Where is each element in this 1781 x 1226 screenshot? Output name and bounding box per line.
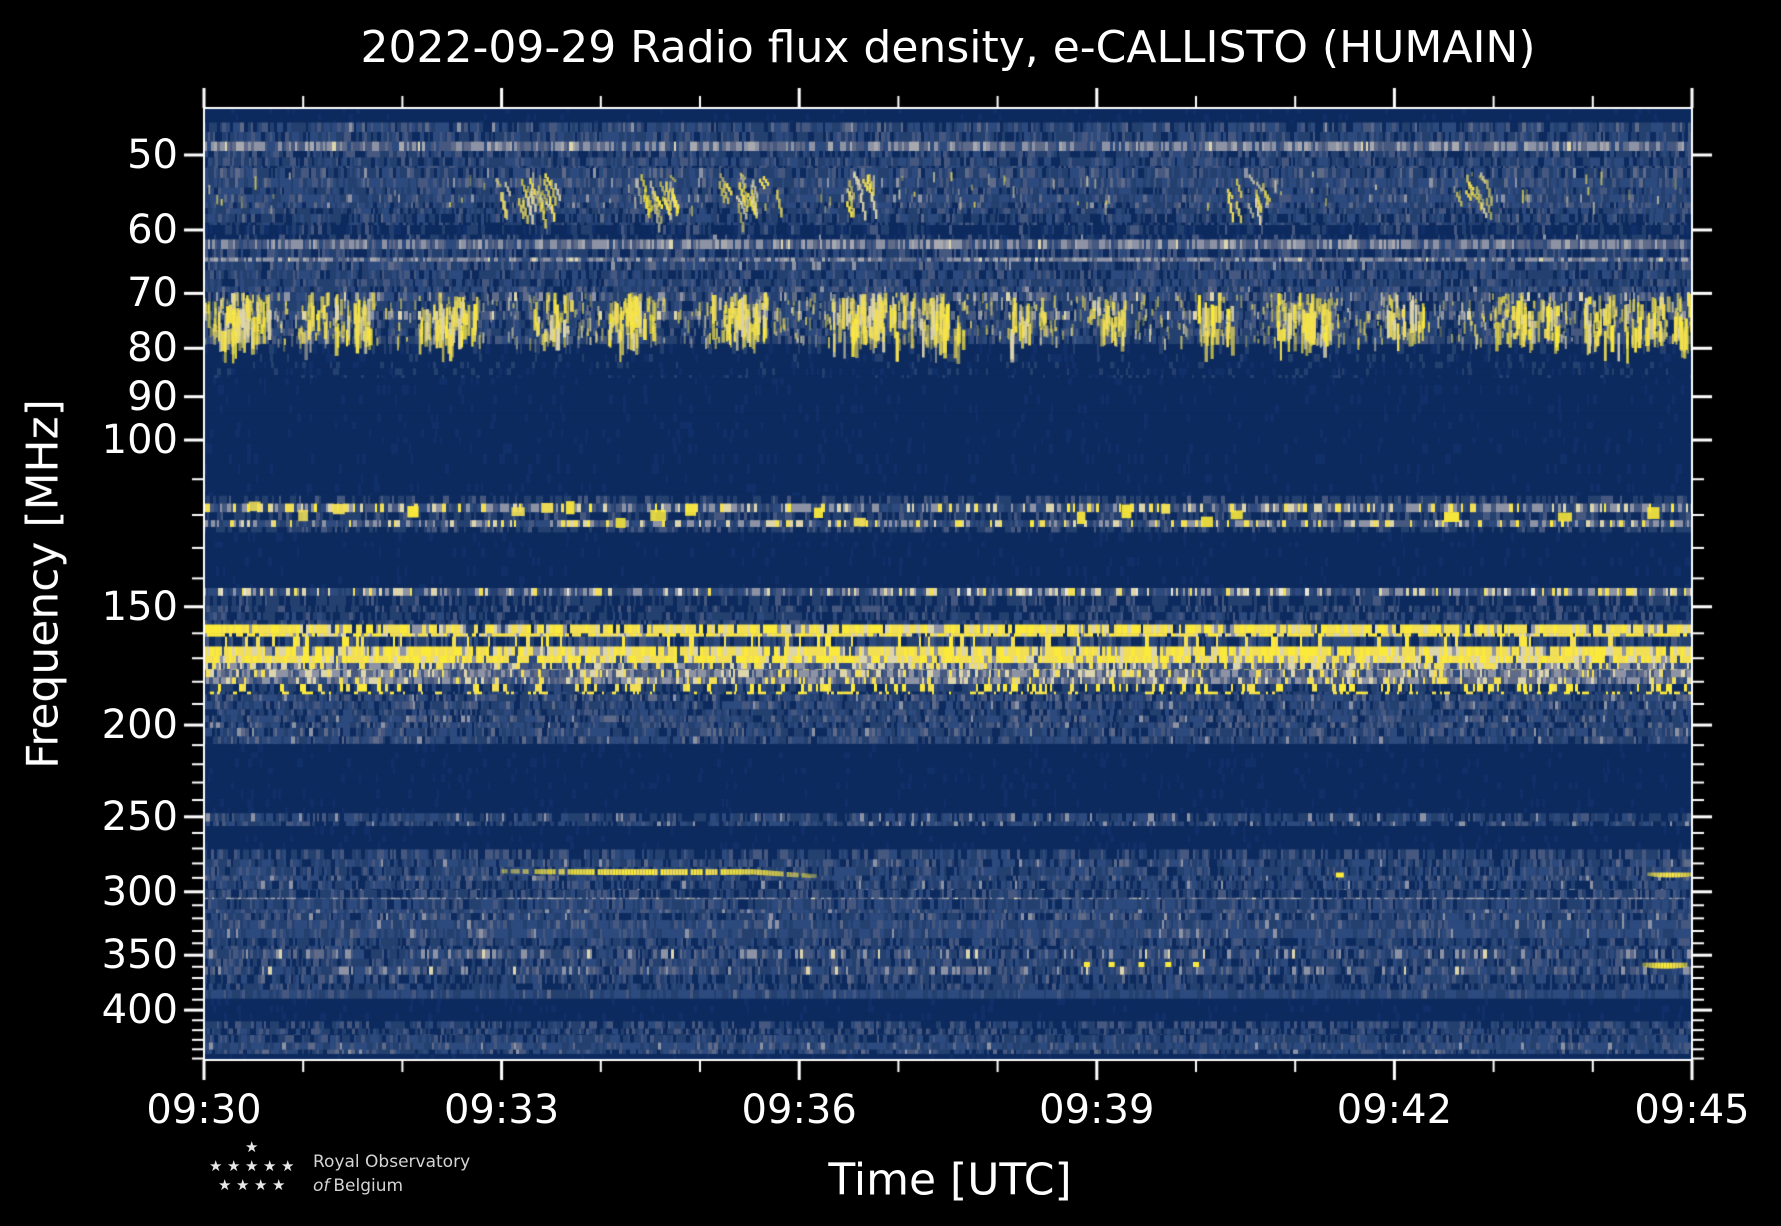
rob-logo-text: Royal Observatory of Belgium: [313, 1150, 470, 1198]
x-tick-label: 09:36: [741, 1087, 857, 1133]
star-icon: ★: [227, 1157, 241, 1175]
y-tick-label: 60: [127, 206, 178, 253]
x-axis-label: Time [UTC]: [828, 1154, 1072, 1206]
y-tick-label: 100: [101, 417, 178, 464]
star-icon: ★: [254, 1176, 268, 1194]
star-icon: ★: [245, 1138, 259, 1156]
rob-logo-line2: of Belgium: [313, 1174, 470, 1198]
y-tick-label: 150: [101, 583, 178, 630]
star-icon: ★: [245, 1157, 259, 1175]
y-axis-label: Frequency [MHz]: [17, 399, 69, 769]
y-tick-label: 200: [101, 702, 178, 749]
x-tick-label: 09:30: [146, 1087, 262, 1133]
rob-logo: ★ ★ ★ ★ ★ ★ ★ ★ ★ ★ Royal Observatory of Belgium: [180, 1140, 640, 1220]
y-tick-label: 250: [101, 793, 178, 840]
star-icon: ★: [209, 1157, 223, 1175]
rob-logo-line1: Royal Observatory: [313, 1152, 471, 1172]
star-icon: ★: [272, 1176, 286, 1194]
x-tick-label: 09:33: [443, 1087, 560, 1133]
y-tick-label: 350: [101, 932, 178, 979]
star-icon: ★: [218, 1176, 232, 1194]
x-tick-label: 09:45: [1634, 1087, 1750, 1133]
y-tick-label: 400: [101, 987, 178, 1034]
y-tick-label: 90: [127, 373, 178, 420]
star-icon: ★: [281, 1157, 295, 1175]
x-tick-label: 09:42: [1336, 1087, 1453, 1133]
y-tick-label: 50: [127, 131, 178, 178]
star-icon: ★: [263, 1157, 277, 1175]
x-tick-label: 09:39: [1039, 1087, 1155, 1133]
chart-title: 2022-09-29 Radio flux density, e-CALLIST…: [360, 22, 1536, 73]
y-tick-label: 80: [127, 325, 178, 372]
y-tick-label: 300: [101, 868, 178, 915]
rob-logo-of: of: [313, 1176, 330, 1196]
rob-logo-belgium: Belgium: [333, 1176, 404, 1196]
y-tick-label: 70: [127, 270, 178, 317]
spectrogram-heatmap: [204, 108, 1692, 1060]
star-icon: ★: [236, 1176, 250, 1194]
